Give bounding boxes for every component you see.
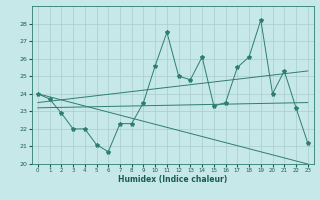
X-axis label: Humidex (Indice chaleur): Humidex (Indice chaleur) [118,175,228,184]
